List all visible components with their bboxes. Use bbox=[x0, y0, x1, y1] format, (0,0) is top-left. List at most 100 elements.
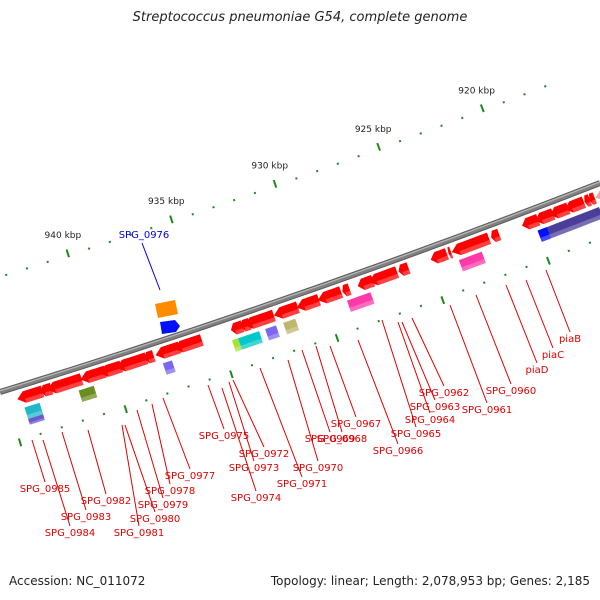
gene-label[interactable]: SPG_0974 bbox=[231, 493, 282, 504]
gene-label[interactable]: SPG_0979 bbox=[138, 500, 189, 511]
gene-arrow-shade bbox=[541, 215, 556, 225]
leader-line bbox=[259, 367, 303, 478]
gene-arrow-shade bbox=[235, 327, 245, 335]
gene-label[interactable]: SPG_0963 bbox=[410, 402, 461, 413]
gene-label[interactable]: piaD bbox=[526, 365, 549, 376]
inner-scale-ticks bbox=[17, 241, 592, 447]
minor-tick bbox=[81, 419, 85, 422]
gene-arrow-shade bbox=[459, 239, 492, 256]
minor-tick bbox=[419, 304, 423, 308]
gene-arrow bbox=[491, 228, 502, 243]
gene-label[interactable]: piaB bbox=[559, 334, 581, 345]
gene-block-cyan bbox=[238, 331, 263, 350]
gene-arrow-shade bbox=[163, 349, 182, 359]
gene-label[interactable]: SPG_0980 bbox=[130, 514, 181, 525]
leader-line bbox=[61, 431, 87, 511]
gene-arrow bbox=[116, 352, 149, 372]
leader-line bbox=[411, 317, 445, 387]
gene-arrow-shade bbox=[591, 199, 597, 205]
gene-label[interactable]: SPG_0965 bbox=[391, 429, 442, 440]
leader-line bbox=[329, 345, 357, 418]
gene-arrow-shade bbox=[181, 341, 204, 353]
gene-arrow bbox=[550, 202, 571, 219]
leader-line bbox=[381, 319, 417, 428]
gene-arrow-shade bbox=[436, 255, 450, 264]
gene-label[interactable]: SPG_0984 bbox=[45, 528, 96, 539]
minor-tick bbox=[39, 432, 42, 436]
minor-tick bbox=[314, 342, 317, 345]
gene-arrow bbox=[80, 365, 108, 383]
gene-label[interactable]: SPG_0962 bbox=[419, 388, 470, 399]
gene-block-lime bbox=[232, 338, 242, 352]
gene-arrow-shade bbox=[363, 282, 376, 290]
highlighted-gene-label[interactable]: SPG_0976 bbox=[119, 230, 170, 241]
leader-line bbox=[151, 403, 171, 485]
gene-label[interactable]: SPG_0964 bbox=[405, 415, 456, 426]
gene-arrow-shade bbox=[88, 373, 108, 383]
major-tick bbox=[123, 404, 128, 414]
gene-label[interactable]: SPG_0981 bbox=[114, 528, 165, 539]
genome-summary-text: Topology: linear; Length: 2,078,953 bp; … bbox=[270, 574, 590, 588]
tick-label: 940 kbp bbox=[45, 231, 82, 241]
gene-arrow-blue-hl bbox=[160, 320, 180, 334]
highlight-leader-line bbox=[141, 242, 161, 291]
gene-arrow bbox=[317, 286, 344, 304]
gene-arrow-shade bbox=[304, 301, 321, 311]
leader-line bbox=[31, 439, 46, 483]
gene-arrow-shade bbox=[556, 209, 571, 219]
minor-tick bbox=[523, 93, 526, 96]
gene-arrow bbox=[430, 248, 450, 264]
gene-label[interactable]: SPG_0960 bbox=[486, 386, 537, 397]
gene-label[interactable]: SPG_0977 bbox=[165, 471, 216, 482]
gene-label[interactable]: SPG_0978 bbox=[145, 486, 196, 497]
gene-arrow bbox=[565, 196, 587, 213]
minor-tick bbox=[398, 312, 402, 315]
gene-label[interactable]: SPG_0983 bbox=[61, 512, 112, 523]
gene-label[interactable]: SPG_0971 bbox=[277, 479, 328, 490]
gene-arrow-shade bbox=[376, 273, 400, 286]
leader-line bbox=[525, 279, 554, 349]
minor-tick bbox=[250, 364, 254, 367]
genome-backbone bbox=[0, 180, 600, 395]
gene-label[interactable]: SPG_0970 bbox=[293, 463, 344, 474]
gene-label[interactable]: SPG_0961 bbox=[462, 405, 513, 416]
gene-labels: SPG_0985 SPG_0984 SPG_0983 SPG_0982 SPG_0981… bbox=[20, 334, 581, 539]
gene-label[interactable]: SPG_0967 bbox=[331, 419, 382, 430]
gene-block-olive bbox=[78, 385, 98, 402]
gene-arrow-shade bbox=[252, 317, 276, 329]
label-leader-lines bbox=[31, 269, 571, 527]
minor-tick bbox=[295, 177, 298, 180]
gene-block-slate-shade bbox=[165, 367, 176, 375]
gene-label[interactable]: SPG_0982 bbox=[81, 496, 132, 507]
gene-arrow-shade bbox=[55, 380, 84, 394]
gene-block-magenta-shade bbox=[349, 299, 375, 312]
leader-line bbox=[136, 409, 164, 499]
leader-line bbox=[401, 321, 436, 401]
minor-tick bbox=[504, 273, 507, 277]
minor-tick bbox=[336, 162, 340, 165]
leader-line bbox=[287, 359, 319, 462]
gene-arrow-shade bbox=[402, 269, 411, 276]
minor-tick bbox=[483, 281, 486, 284]
gene-label[interactable]: SPG_0985 bbox=[20, 484, 71, 495]
minor-tick bbox=[398, 139, 402, 143]
gene-label[interactable]: SPG_0968 bbox=[317, 434, 368, 445]
gene-label[interactable]: SPG_0972 bbox=[239, 449, 290, 460]
major-tick bbox=[17, 438, 23, 447]
gene-arrow bbox=[447, 246, 454, 259]
gene-arrow bbox=[155, 341, 182, 359]
minor-tick bbox=[461, 289, 465, 292]
gene-arrow bbox=[588, 192, 597, 205]
major-tick bbox=[272, 179, 278, 188]
gene-label[interactable]: SPG_0969 bbox=[305, 434, 356, 445]
minor-tick bbox=[525, 265, 528, 269]
gene-label[interactable]: piaC bbox=[542, 350, 564, 361]
gene-label[interactable]: SPG_0966 bbox=[373, 446, 424, 457]
gene-block-slate bbox=[162, 360, 176, 375]
gene-block-indigo bbox=[537, 207, 600, 242]
backbone-line bbox=[0, 181, 600, 394]
gene-label[interactable]: SPG_0975 bbox=[199, 431, 250, 442]
gene-block-cyan bbox=[24, 402, 44, 419]
major-tick bbox=[440, 296, 446, 305]
gene-label[interactable]: SPG_0973 bbox=[229, 463, 280, 474]
